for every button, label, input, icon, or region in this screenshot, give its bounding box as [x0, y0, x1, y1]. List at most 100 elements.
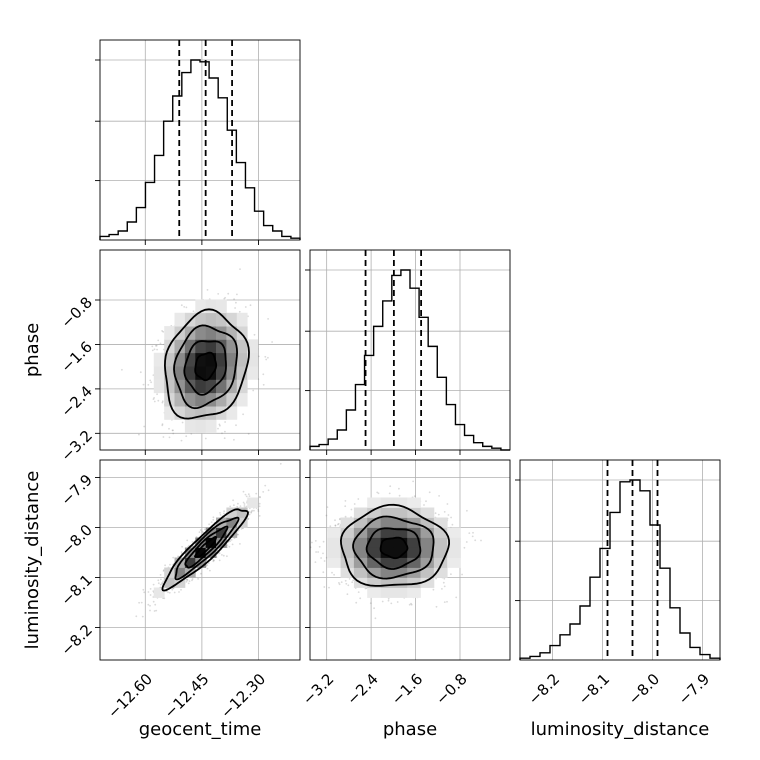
sample-point: [155, 344, 158, 347]
density-cell: [184, 547, 196, 558]
sample-point: [387, 597, 390, 600]
sample-point: [160, 578, 162, 581]
density-cell: [153, 587, 165, 598]
density-cell: [153, 366, 165, 380]
density-cell: [184, 392, 196, 407]
sample-point: [450, 516, 452, 519]
sample-point: [185, 580, 188, 583]
sample-point: [377, 492, 380, 495]
density-cell: [247, 497, 258, 508]
contour-level-3: [163, 308, 250, 420]
sample-point: [410, 602, 412, 605]
density-cell: [153, 352, 165, 367]
sample-point: [443, 585, 446, 588]
sample-point: [244, 493, 247, 496]
sample-point: [233, 504, 235, 507]
sample-point: [252, 389, 255, 392]
sample-point: [347, 584, 350, 587]
sample-point: [408, 603, 411, 606]
panel-frame-phase: [309, 249, 511, 451]
sample-point: [357, 591, 360, 593]
panel-frame-luminosity_distance: [519, 459, 721, 661]
density-cell: [226, 406, 238, 420]
sample-point: [152, 583, 155, 586]
sample-point: [323, 586, 326, 588]
sample-point: [157, 399, 160, 402]
sample-point: [249, 304, 252, 307]
sample-point: [233, 298, 236, 301]
sample-point: [240, 528, 243, 530]
sample-point: [239, 543, 241, 545]
contour-level-3: [161, 508, 249, 592]
density-cell: [236, 352, 248, 367]
sample-point: [338, 583, 341, 586]
sample-point: [253, 333, 256, 336]
density-cell: [205, 326, 217, 340]
sample-point: [359, 597, 362, 600]
sample-point: [209, 569, 211, 572]
sample-point: [267, 489, 270, 492]
density-cell: [205, 547, 217, 558]
sample-point: [338, 518, 341, 521]
sample-point: [152, 590, 155, 592]
sample-point: [186, 579, 189, 581]
sample-point: [155, 344, 157, 347]
sample-point: [157, 579, 160, 582]
sample-point: [218, 423, 221, 426]
sample-point: [142, 383, 145, 386]
sample-point: [218, 552, 221, 555]
panel-luminosity_distance-vs-geocent_time: [95, 459, 301, 661]
sample-point: [138, 601, 141, 604]
sample-point: [135, 615, 138, 618]
density-cell: [174, 352, 186, 367]
sample-point: [200, 572, 202, 575]
sample-point: [257, 355, 260, 358]
sample-point: [168, 427, 170, 430]
sample-point: [222, 554, 225, 557]
sample-point: [143, 425, 146, 428]
histogram-phase: [309, 269, 510, 451]
sample-point: [233, 438, 235, 441]
sample-point: [333, 573, 335, 576]
sample-point: [159, 574, 162, 576]
density-cell: [195, 326, 207, 340]
density-cell: [205, 392, 217, 407]
sample-point: [198, 531, 201, 533]
density-cell: [174, 366, 186, 380]
sample-point: [212, 559, 215, 561]
sample-point: [322, 540, 325, 543]
sample-point: [161, 400, 164, 403]
sample-point: [238, 310, 241, 313]
sample-point: [157, 582, 160, 585]
sample-point: [398, 494, 401, 497]
sample-point: [139, 371, 142, 374]
sample-point: [212, 516, 215, 519]
sample-point: [153, 610, 156, 612]
density-cell: [174, 312, 186, 327]
sample-point: [381, 600, 384, 603]
sample-point: [161, 582, 164, 585]
sample-point: [171, 429, 174, 432]
sample-point: [325, 514, 328, 517]
sample-point: [257, 508, 260, 511]
sample-point: [474, 539, 477, 542]
density-cell: [216, 312, 227, 327]
sample-point: [203, 528, 206, 531]
sample-point: [157, 339, 160, 342]
sample-point: [257, 510, 260, 513]
sample-point: [186, 578, 189, 581]
sample-point: [219, 424, 221, 427]
density-cell: [216, 299, 227, 314]
sample-point: [390, 602, 393, 605]
sample-point: [149, 594, 152, 596]
sample-point: [247, 432, 250, 435]
sample-point: [150, 381, 153, 384]
sample-point: [231, 543, 234, 546]
sample-point: [245, 505, 248, 508]
sample-point: [159, 342, 162, 345]
sample-point: [219, 512, 221, 514]
sample-point: [164, 564, 167, 567]
sample-point: [227, 292, 230, 295]
sample-point: [428, 491, 431, 494]
sample-point: [412, 480, 414, 483]
